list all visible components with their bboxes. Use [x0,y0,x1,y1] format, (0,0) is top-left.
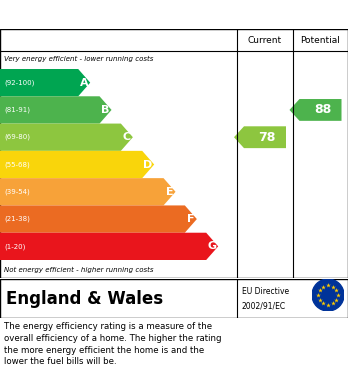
Text: B: B [101,105,110,115]
Polygon shape [0,96,112,124]
Text: F: F [187,214,195,224]
Polygon shape [0,69,90,96]
Text: 2002/91/EC: 2002/91/EC [242,302,286,311]
Text: (1-20): (1-20) [4,243,25,249]
Text: G: G [207,241,216,251]
Polygon shape [234,126,286,148]
Text: The energy efficiency rating is a measure of the
overall efficiency of a home. T: The energy efficiency rating is a measur… [4,322,221,366]
Text: (39-54): (39-54) [4,188,30,195]
Text: EU Directive: EU Directive [242,287,289,296]
Text: C: C [123,132,131,142]
Text: Very energy efficient - lower running costs: Very energy efficient - lower running co… [4,56,153,62]
Text: D: D [143,160,152,170]
Circle shape [312,279,344,311]
Text: England & Wales: England & Wales [6,289,163,307]
Text: 88: 88 [314,104,331,117]
Text: Current: Current [248,36,282,45]
Text: Energy Efficiency Rating: Energy Efficiency Rating [69,7,279,22]
Text: Potential: Potential [301,36,340,45]
Text: (21-38): (21-38) [4,216,30,222]
Text: A: A [80,78,88,88]
Polygon shape [0,178,175,205]
Text: 78: 78 [258,131,276,144]
Polygon shape [0,151,154,178]
Text: (92-100): (92-100) [4,79,34,86]
Polygon shape [290,99,341,121]
Polygon shape [0,124,133,151]
Polygon shape [0,233,218,260]
Text: (81-91): (81-91) [4,107,30,113]
Text: E: E [166,187,174,197]
Polygon shape [0,205,197,233]
Text: (55-68): (55-68) [4,161,30,168]
Text: Not energy efficient - higher running costs: Not energy efficient - higher running co… [4,267,153,273]
Text: (69-80): (69-80) [4,134,30,140]
